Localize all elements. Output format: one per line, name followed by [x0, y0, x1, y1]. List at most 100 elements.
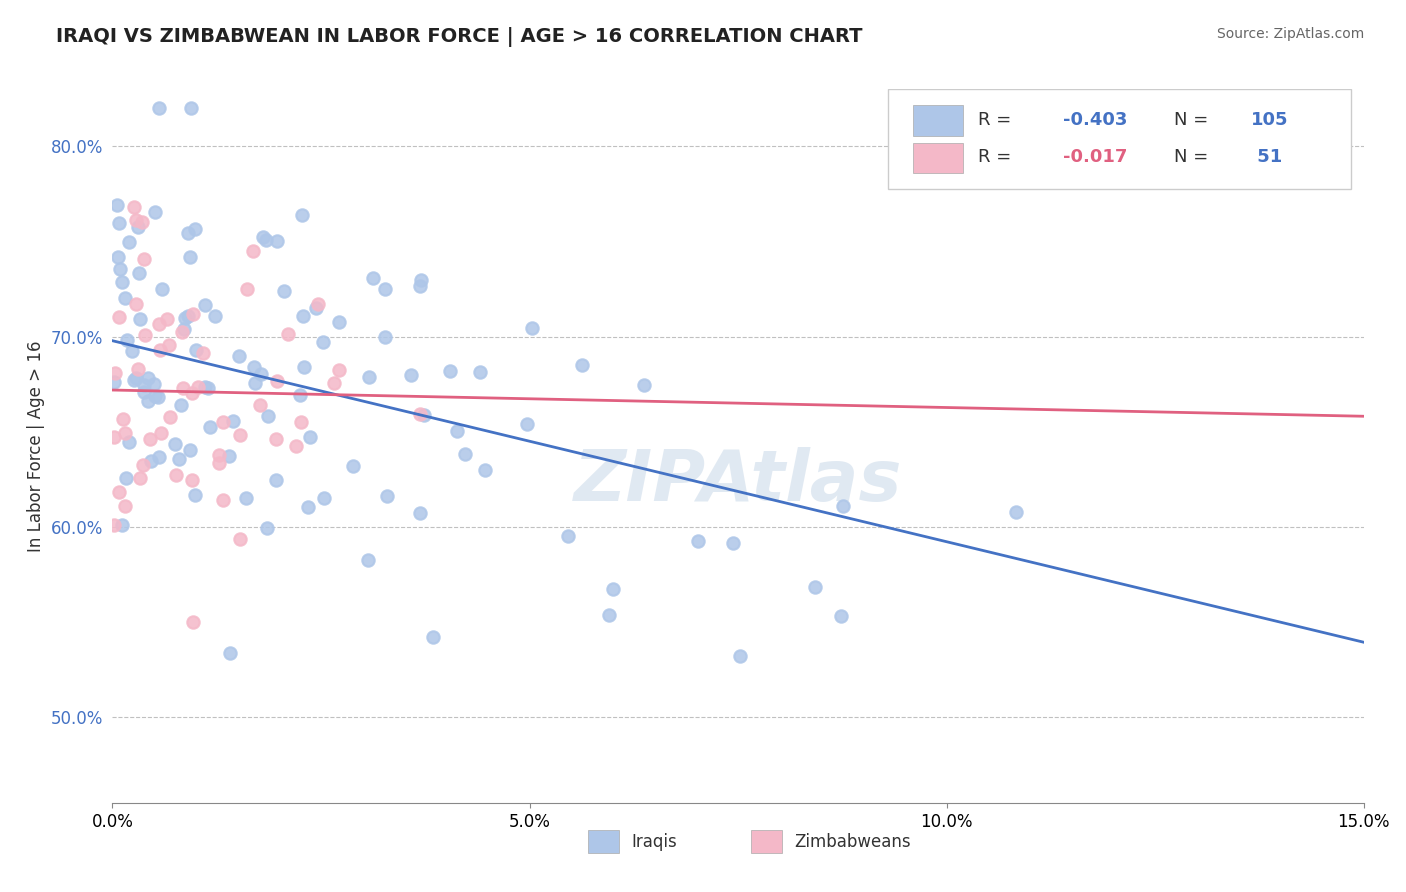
Point: [243, 376, 266, 390]
Text: IRAQI VS ZIMBABWEAN IN LABOR FORCE | AGE > 16 CORRELATION CHART: IRAQI VS ZIMBABWEAN IN LABOR FORCE | AGE…: [56, 27, 863, 46]
Point: [218, 450, 240, 464]
Point: [291, 309, 314, 323]
Point: [148, 450, 170, 465]
Point: [357, 553, 380, 567]
Text: -0.017: -0.017: [1063, 148, 1128, 166]
Point: [121, 344, 143, 359]
FancyBboxPatch shape: [889, 89, 1351, 189]
Point: [314, 491, 336, 506]
Point: [228, 532, 250, 546]
Point: [277, 327, 299, 342]
Point: [148, 101, 170, 115]
Point: [181, 473, 204, 487]
Point: [141, 453, 163, 467]
Point: [409, 273, 432, 287]
Point: [516, 417, 538, 432]
Point: [143, 205, 166, 219]
Point: [128, 311, 150, 326]
Point: [114, 426, 136, 441]
Point: [439, 364, 461, 378]
Point: [212, 493, 235, 508]
Point: [117, 235, 139, 250]
Point: [252, 230, 274, 244]
Point: [200, 420, 222, 434]
Point: [557, 529, 579, 543]
Point: [273, 284, 295, 298]
Point: [832, 499, 855, 513]
Point: [194, 298, 217, 312]
Point: [150, 426, 173, 441]
Point: [730, 648, 752, 663]
Point: [264, 473, 287, 487]
Point: [193, 379, 215, 393]
Point: [124, 200, 146, 214]
Point: [197, 381, 219, 395]
Point: [183, 222, 205, 236]
Point: [103, 375, 125, 389]
Point: [127, 219, 149, 234]
Point: [207, 456, 229, 470]
Point: [181, 385, 204, 400]
Point: [134, 385, 156, 400]
Text: N =: N =: [1174, 111, 1213, 128]
Text: Source: ZipAtlas.com: Source: ZipAtlas.com: [1216, 27, 1364, 41]
Point: [256, 521, 278, 535]
Point: [179, 443, 201, 458]
Point: [266, 374, 288, 388]
Point: [285, 439, 308, 453]
Point: [186, 343, 208, 357]
Point: [104, 366, 127, 380]
Text: R =: R =: [979, 111, 1018, 128]
Point: [139, 432, 162, 446]
Point: [148, 318, 170, 332]
Text: -0.403: -0.403: [1063, 111, 1128, 128]
Point: [830, 609, 852, 624]
Point: [127, 362, 149, 376]
FancyBboxPatch shape: [914, 105, 963, 136]
FancyBboxPatch shape: [588, 830, 619, 853]
Point: [108, 310, 131, 324]
Point: [103, 517, 125, 532]
Point: [173, 322, 195, 336]
Point: [412, 408, 434, 422]
Point: [125, 371, 148, 385]
Point: [125, 212, 148, 227]
Point: [108, 216, 131, 230]
Point: [242, 244, 264, 258]
Point: [107, 250, 129, 264]
Point: [115, 471, 138, 485]
Point: [229, 427, 252, 442]
Point: [342, 458, 364, 473]
Point: [633, 378, 655, 392]
Text: Zimbabweans: Zimbabweans: [794, 833, 911, 851]
Text: Iraqis: Iraqis: [631, 833, 678, 851]
Point: [290, 415, 312, 429]
Point: [115, 333, 138, 347]
Y-axis label: In Labor Force | Age > 16: In Labor Force | Age > 16: [27, 340, 45, 552]
Point: [136, 371, 159, 385]
Point: [249, 398, 271, 412]
Point: [183, 488, 205, 502]
Point: [150, 282, 173, 296]
Point: [131, 214, 153, 228]
Point: [266, 234, 288, 248]
Point: [114, 291, 136, 305]
Point: [177, 226, 200, 240]
Point: [204, 310, 226, 324]
Point: [307, 296, 329, 310]
Point: [374, 282, 396, 296]
FancyBboxPatch shape: [751, 830, 782, 853]
Point: [179, 250, 201, 264]
Point: [520, 321, 543, 335]
Point: [374, 330, 396, 344]
Point: [598, 607, 620, 622]
Point: [117, 434, 139, 449]
Point: [288, 388, 311, 402]
Point: [111, 517, 134, 532]
Point: [146, 390, 169, 404]
Point: [212, 415, 235, 429]
Point: [254, 233, 277, 247]
Text: 105: 105: [1251, 111, 1289, 128]
Point: [177, 309, 200, 323]
Point: [170, 325, 193, 339]
